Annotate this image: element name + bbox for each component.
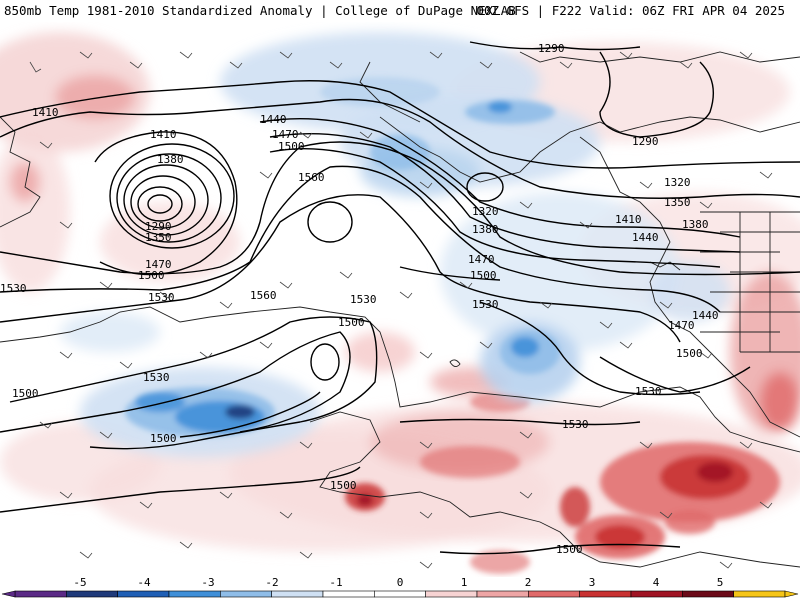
contour-label: 1320 (472, 205, 499, 218)
contour-label: 1530 (472, 298, 499, 311)
colorbar-segment (425, 590, 478, 598)
model-run-title: 00Z GFS | F222 Valid: 06Z FRI APR 04 202… (476, 3, 785, 18)
contour-labels: 1410 1410 1380 1290 1350 1470 1500 1530 … (0, 42, 719, 556)
contour-label: 1500 (338, 316, 365, 329)
contour-label: 1500 (330, 479, 357, 492)
colorbar-right-arrow (784, 590, 799, 598)
weather-map: 1410 1410 1380 1290 1350 1470 1500 1530 … (0, 22, 800, 577)
contour-label: 1440 (260, 113, 287, 126)
map-header: 850mb Temp 1981-2010 Standardized Anomal… (0, 0, 800, 22)
colorbar-segment (476, 590, 529, 598)
contour-label: 1410 (615, 213, 642, 226)
colorbar-segment (220, 590, 272, 598)
contour-label: 1380 (157, 153, 184, 166)
contour-label: 1290 (145, 220, 172, 233)
colorbar-segment (630, 590, 683, 598)
colorbar-tick-label: -5 (73, 577, 86, 589)
contour-label: 1500 (470, 269, 497, 282)
colorbar-tick-label: -1 (329, 577, 342, 589)
colorbar-tick-label: 3 (589, 577, 596, 589)
colorbar-tick-label: -4 (137, 577, 151, 589)
wind-barbs (29, 51, 773, 569)
colorbar-tick-label: 2 (525, 577, 532, 589)
contour-label: 1530 (350, 293, 377, 306)
contour-label: 1380 (472, 223, 499, 236)
colorbar-segment (682, 590, 734, 598)
contour-label: 1500 (278, 140, 305, 153)
colorbar-segment (374, 590, 426, 598)
contour-label: 1410 (150, 128, 177, 141)
colorbar-segment (66, 590, 118, 598)
colorbar-tick-label: 5 (717, 577, 724, 589)
colorbar-segment (14, 590, 67, 598)
contour-label: 1500 (676, 347, 703, 360)
colorbar-segment (579, 590, 632, 598)
colorbar-segment (733, 590, 786, 598)
colorbar-tick-label: -2 (265, 577, 278, 589)
colorbar-tick-label: 1 (461, 577, 468, 589)
contour-label: 1500 (12, 387, 39, 400)
contour-label: 1530 (562, 418, 589, 431)
contour-label: 1470 (272, 128, 299, 141)
colorbar-tick-label: 0 (397, 577, 404, 589)
contour-label: 1530 (0, 282, 27, 295)
contour-label: 1290 (632, 135, 659, 148)
contour-label: 1470 (468, 253, 495, 266)
contour-label: 1530 (635, 385, 662, 398)
contour-label: 1380 (682, 218, 709, 231)
contour-label: 1440 (632, 231, 659, 244)
contour-label: 1560 (250, 289, 277, 302)
colorbar-tick-labels: -5 -4 -3 -2 -1 0 1 2 3 4 5 (73, 577, 723, 589)
height-contours (0, 41, 800, 555)
anomaly-colorbar: -5 -4 -3 -2 -1 0 1 2 3 4 5 (0, 577, 800, 600)
colorbar-tick-label: 4 (653, 577, 660, 589)
contour-label: 1320 (664, 176, 691, 189)
contour-label: 1560 (298, 171, 325, 184)
contour-label: 1350 (145, 231, 172, 244)
colorbar-segment (117, 590, 170, 598)
colorbar-tick-label: -3 (201, 577, 214, 589)
contour-label: 1500 (556, 543, 583, 556)
contour-label: 1470 (668, 319, 695, 332)
contour-label: 1290 (538, 42, 565, 55)
contour-label: 1470 (145, 258, 172, 271)
map-title: 850mb Temp 1981-2010 Standardized Anomal… (4, 3, 516, 18)
contour-label: 1530 (143, 371, 170, 384)
colorbar-segment (322, 590, 375, 598)
warm-anomaly-core (345, 392, 780, 574)
contour-label: 1350 (664, 196, 691, 209)
contour-label: 1410 (32, 106, 59, 119)
colorbar-canvas: -5 -4 -3 -2 -1 0 1 2 3 4 5 (1, 577, 799, 598)
contour-label: 1500 (138, 269, 165, 282)
contour-label: 1500 (150, 432, 177, 445)
colorbar-segment (271, 590, 324, 598)
map-canvas: 1410 1410 1380 1290 1350 1470 1500 1530 … (0, 32, 800, 574)
colorbar-segment (528, 590, 580, 598)
contour-label: 1530 (148, 291, 175, 304)
colorbar-segment (168, 590, 221, 598)
colorbar-segments (1, 590, 799, 598)
coastlines (0, 51, 800, 568)
colorbar-left-arrow (1, 590, 16, 598)
contour-label: 1440 (692, 309, 719, 322)
